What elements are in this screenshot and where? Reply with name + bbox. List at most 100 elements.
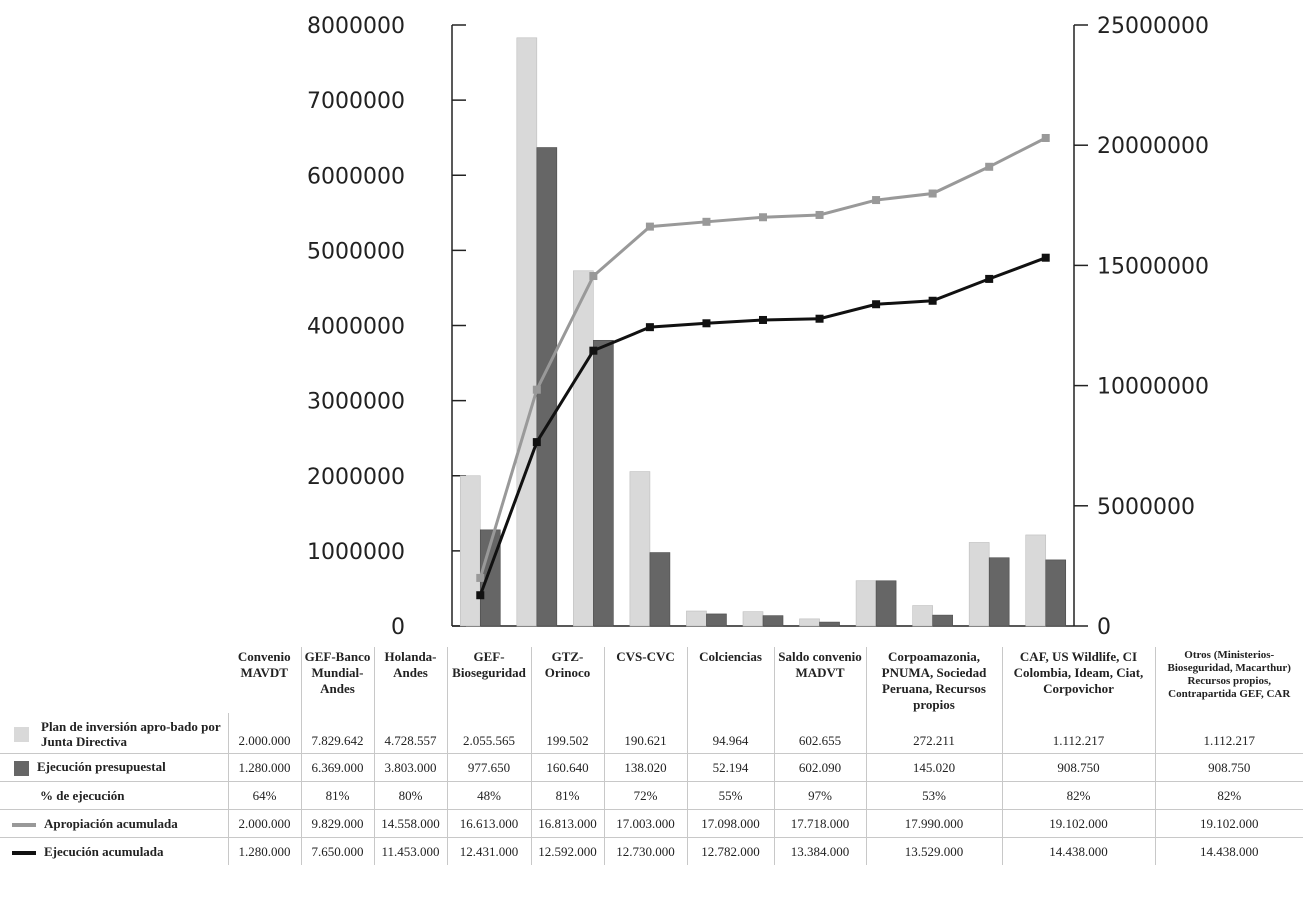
- table-cell: 82%: [1001, 781, 1155, 810]
- table-row: % de ejecución 64% 81% 80% 48% 81% 72% 55% 97% 53…: [0, 781, 1303, 810]
- row-label-text: Apropiación acumulada: [44, 816, 178, 831]
- legend-swatch-plan: [14, 726, 29, 742]
- table-cell: 2.055.565: [446, 713, 531, 754]
- table-row: Ejecución acumulada 1.280.000 7.650.000 11.…: [0, 837, 1303, 865]
- table-column-header: Convenio MAVDT: [237, 649, 291, 680]
- marker-apropiacion: [702, 217, 711, 226]
- row-label: Ejecución presupuestal: [0, 753, 228, 782]
- bar-series: [459, 37, 1067, 627]
- left-axis-tick-label: 5000000: [307, 239, 405, 264]
- bar-ejecucion: [988, 557, 1010, 627]
- table-cell: 2.000.000: [227, 713, 301, 754]
- right-axis-tick-label: 0: [1097, 615, 1111, 640]
- table-column-header: Saldo convenio MADVT: [773, 647, 866, 713]
- bar-plan: [573, 270, 594, 627]
- table-cell: 97%: [773, 781, 866, 810]
- bar-ejecucion: [593, 339, 614, 627]
- left-axis-tick-label: 3000000: [307, 390, 405, 415]
- table-cell: 14.558.000: [373, 809, 447, 838]
- bar-ejecucion: [932, 614, 953, 627]
- right-axis-tick-label: 5000000: [1097, 495, 1195, 520]
- table-column-header: CVS-CVC: [603, 647, 687, 713]
- table-cell: 190.621: [603, 713, 687, 754]
- table-cell: 145.020: [865, 753, 1002, 782]
- bar-ejecucion: [1045, 559, 1067, 627]
- table-cell: 16.813.000: [530, 809, 604, 838]
- bar-ejecucion: [875, 580, 897, 627]
- table-cell: 12.782.000: [686, 837, 774, 865]
- marker-apropiacion: [759, 213, 767, 222]
- table-cell: 13.529.000: [865, 837, 1002, 865]
- marker-ejecucion: [645, 323, 654, 332]
- table-cell: 16.613.000: [446, 809, 531, 838]
- marker-ejecucion: [928, 296, 937, 305]
- table-cell: 908.750: [1154, 753, 1303, 782]
- row-label: Apropiación acumulada: [0, 809, 228, 838]
- left-axis-tick-label: 7000000: [307, 89, 405, 114]
- table-row: Apropiación acumulada 2.000.000 9.829.000 1…: [0, 809, 1303, 838]
- bar-plan: [629, 471, 651, 627]
- row-label-text: Ejecución presupuestal: [37, 759, 166, 775]
- right-axis-tick-label: 15000000: [1097, 254, 1209, 279]
- table-cell: 4.728.557: [373, 713, 447, 754]
- table-cell: 17.990.000: [865, 809, 1002, 838]
- bar-ejecucion: [706, 613, 727, 627]
- table-cell: 6.369.000: [300, 753, 374, 782]
- marker-ejecucion: [872, 300, 881, 309]
- marker-apropiacion: [589, 272, 598, 281]
- table-header-row: Convenio MAVDT GEF-Banco Mundial-Andes Hol…: [0, 647, 1303, 713]
- bar-plan: [1025, 534, 1047, 627]
- table-column-header: Colciencias: [686, 647, 774, 713]
- table-cell: 19.102.000: [1154, 809, 1303, 838]
- row-label: Ejecución acumulada: [0, 837, 228, 865]
- table-cell: 80%: [373, 781, 447, 810]
- row-label: Plan de inversión apro-bado por Junta Di…: [0, 713, 228, 754]
- bar-plan: [686, 610, 707, 627]
- table-cell: 48%: [446, 781, 531, 810]
- table-corner: [0, 647, 228, 713]
- table-cell: 11.453.000: [373, 837, 447, 865]
- row-label-text: Plan de inversión apro-bado por Junta Di…: [41, 719, 221, 749]
- table-cell: 602.090: [773, 753, 866, 782]
- data-table-wrapper: Convenio MAVDT GEF-Banco Mundial-Andes Hol…: [0, 647, 1309, 865]
- marker-ejecucion: [815, 314, 824, 323]
- bar-plan: [459, 475, 481, 627]
- table-cell: 64%: [227, 781, 301, 810]
- data-table: Convenio MAVDT GEF-Banco Mundial-Andes Hol…: [0, 647, 1303, 865]
- bar-plan: [968, 542, 990, 627]
- bar-ejecucion: [649, 552, 671, 627]
- marker-ejecucion: [532, 438, 541, 447]
- bar-plan: [516, 37, 538, 627]
- table-cell: 52.194: [686, 753, 774, 782]
- table-column-header: GEF-Banco Mundial-Andes: [300, 647, 374, 713]
- table-cell: 12.431.000: [446, 837, 531, 865]
- table-cell: 14.438.000: [1001, 837, 1155, 865]
- table-cell: 1.280.000: [227, 837, 301, 865]
- table-cell: 12.730.000: [603, 837, 687, 865]
- table-cell: 72%: [603, 781, 687, 810]
- right-axis-tick-label: 10000000: [1097, 375, 1209, 400]
- marker-apropiacion: [532, 385, 541, 394]
- table-cell: 1.280.000: [227, 753, 301, 782]
- row-label: % de ejecución: [0, 781, 228, 810]
- line-series: [476, 133, 1050, 600]
- marker-apropiacion: [815, 210, 824, 219]
- table-column-header: CAF, US Wildlife, CI Colombia, Ideam, Ci…: [1001, 647, 1155, 713]
- marker-ejecucion: [759, 315, 767, 324]
- table-cell: 199.502: [530, 713, 604, 754]
- bar-plan: [799, 618, 820, 627]
- combo-chart: 0 1000000 2000000 3000000 4000000 5000000 6000…: [307, 14, 1209, 640]
- line-ejecucion-acumulada: [478, 256, 1047, 596]
- left-axis-tick-label: 2000000: [307, 465, 405, 490]
- table-cell: 81%: [530, 781, 604, 810]
- table-cell: 9.829.000: [300, 809, 374, 838]
- bar-plan: [912, 605, 933, 627]
- right-axis-tick-label: 20000000: [1097, 134, 1209, 159]
- marker-ejecucion: [476, 591, 485, 600]
- marker-apropiacion: [872, 196, 881, 205]
- table-cell: 82%: [1154, 781, 1303, 810]
- right-y-axis: 0 5000000 10000000 15000000 20000000 25000000: [1073, 14, 1209, 640]
- table-column-header: GTZ-Orinoco: [530, 647, 604, 713]
- marker-apropiacion: [985, 162, 994, 171]
- table-column-header: Otros (Ministerios-Bioseguridad, Macarth…: [1154, 647, 1303, 713]
